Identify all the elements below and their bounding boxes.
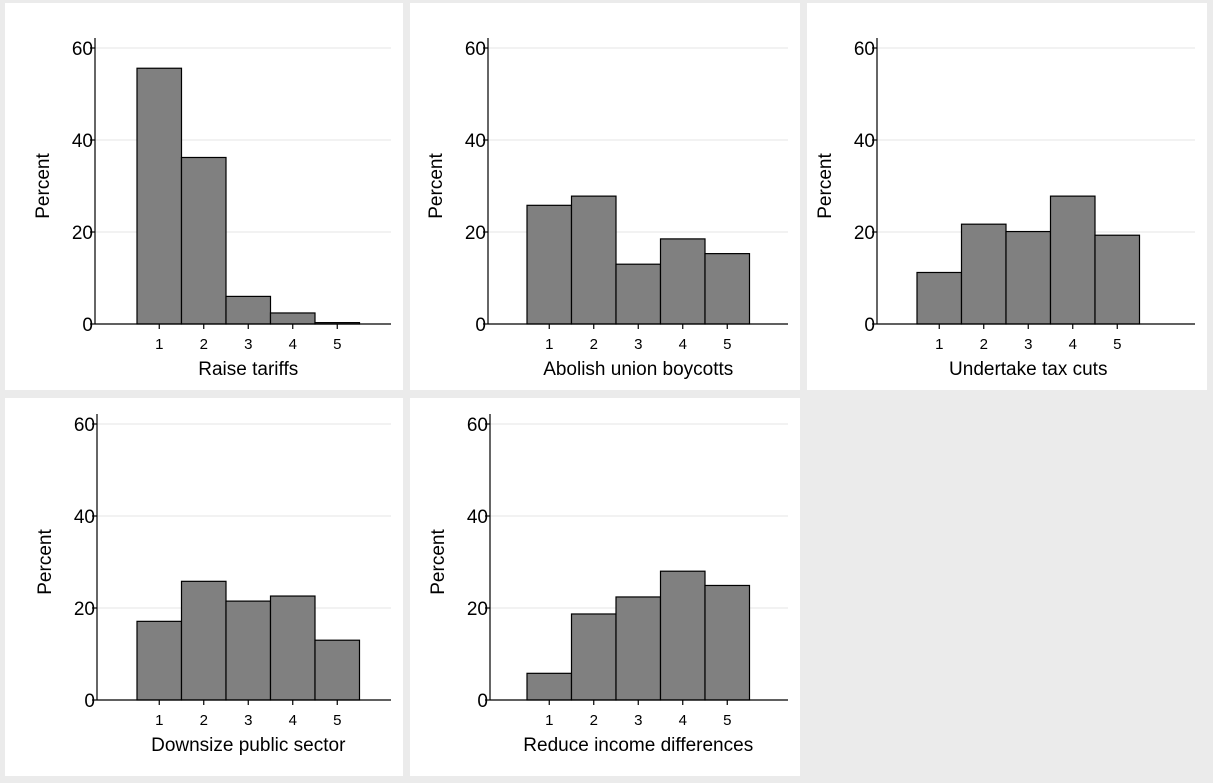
- y-tick-label: 0: [84, 691, 95, 712]
- bar-1: [526, 204, 573, 325]
- x-axis-label: Undertake tax cuts: [949, 359, 1107, 380]
- y-tick-label: 0: [82, 315, 93, 336]
- x-tick-label: 5: [333, 712, 341, 729]
- bar-4: [269, 595, 316, 701]
- bar-5: [704, 584, 751, 701]
- y-tick-label: 40: [72, 131, 93, 152]
- x-axis-label: Raise tariffs: [198, 359, 298, 380]
- bar-3: [615, 263, 662, 325]
- x-tick-label: 2: [590, 336, 598, 353]
- y-axis-label: Percent: [428, 529, 449, 595]
- bar-5: [704, 253, 751, 325]
- y-tick-label: 0: [475, 315, 486, 336]
- histogram-panel-3: 0 20 40 60 1 2 3 4 5 Undertake tax cuts Percent: [807, 3, 1207, 390]
- y-tick-label: 20: [854, 223, 875, 244]
- y-tick-label: 60: [74, 415, 95, 436]
- x-tick-label: 3: [244, 336, 252, 353]
- bar-3: [1005, 230, 1052, 325]
- y-tick-label: 60: [465, 39, 486, 60]
- x-tick-label: 5: [1113, 336, 1121, 353]
- y-tick-label: 40: [465, 131, 486, 152]
- y-axis-label: Percent: [815, 153, 836, 219]
- bar-1: [136, 67, 183, 325]
- y-tick-label: 40: [854, 131, 875, 152]
- y-axis-label: Percent: [33, 153, 54, 219]
- x-tick-label: 3: [1024, 336, 1032, 353]
- x-tick-label: 3: [244, 712, 252, 729]
- bar-3: [225, 600, 272, 701]
- x-tick-label: 4: [289, 712, 297, 729]
- y-tick-label: 60: [854, 39, 875, 60]
- x-tick-label: 4: [1069, 336, 1077, 353]
- histogram-panel-2: 0 20 40 60 1 2 3 4 5 Abolish union boycotts Percen…: [410, 3, 800, 390]
- x-tick-label: 2: [980, 336, 988, 353]
- x-tick-label: 1: [155, 712, 163, 729]
- bar-2: [570, 195, 617, 325]
- bar-3: [225, 295, 272, 325]
- bar-5: [314, 639, 361, 701]
- y-tick-label: 40: [467, 507, 488, 528]
- x-tick-label: 1: [155, 336, 163, 353]
- bar-1: [916, 271, 963, 325]
- bar-1: [526, 672, 573, 701]
- x-axis-label: Reduce income differences: [523, 735, 753, 756]
- x-tick-label: 4: [679, 336, 687, 353]
- x-tick-label: 5: [333, 336, 341, 353]
- x-tick-label: 5: [723, 336, 731, 353]
- x-tick-label: 3: [634, 336, 642, 353]
- histogram-panel-4: 0 20 40 60 1 2 3 4 5 Downsize public sector Percen…: [5, 398, 403, 776]
- bar-5: [1094, 234, 1141, 325]
- y-axis-label: Percent: [35, 529, 56, 595]
- bar-2: [180, 156, 227, 325]
- bar-4: [269, 312, 316, 325]
- bar-4: [659, 238, 706, 325]
- bar-2: [960, 223, 1007, 325]
- x-tick-label: 5: [723, 712, 731, 729]
- histogram-panel-1: 0 20 40 60 1 2 3 4 5 Raise tariffs Percent: [5, 3, 403, 390]
- y-tick-label: 60: [72, 39, 93, 60]
- bar-2: [180, 580, 227, 701]
- y-tick-label: 0: [864, 315, 875, 336]
- panel-background: [807, 3, 1207, 390]
- y-tick-label: 20: [72, 223, 93, 244]
- x-tick-label: 2: [200, 712, 208, 729]
- y-tick-label: 60: [467, 415, 488, 436]
- bar-4: [1049, 195, 1096, 325]
- bar-2: [570, 613, 617, 701]
- x-tick-label: 3: [634, 712, 642, 729]
- y-tick-label: 20: [74, 599, 95, 620]
- x-tick-label: 1: [545, 336, 553, 353]
- histogram-panel-5: 0 20 40 60 1 2 3 4 5 Reduce income differences Per…: [410, 398, 800, 776]
- bar-4: [659, 570, 706, 701]
- y-tick-label: 40: [74, 507, 95, 528]
- x-tick-label: 2: [200, 336, 208, 353]
- y-tick-label: 20: [465, 223, 486, 244]
- y-tick-label: 0: [477, 691, 488, 712]
- x-tick-label: 4: [289, 336, 297, 353]
- x-axis-label: Abolish union boycotts: [543, 359, 733, 380]
- x-tick-label: 1: [935, 336, 943, 353]
- x-tick-label: 1: [545, 712, 553, 729]
- y-tick-label: 20: [467, 599, 488, 620]
- x-tick-label: 2: [590, 712, 598, 729]
- bar-3: [615, 596, 662, 701]
- x-axis-label: Downsize public sector: [151, 735, 346, 756]
- x-tick-label: 4: [679, 712, 687, 729]
- bar-1: [136, 620, 183, 701]
- y-axis-label: Percent: [426, 153, 447, 219]
